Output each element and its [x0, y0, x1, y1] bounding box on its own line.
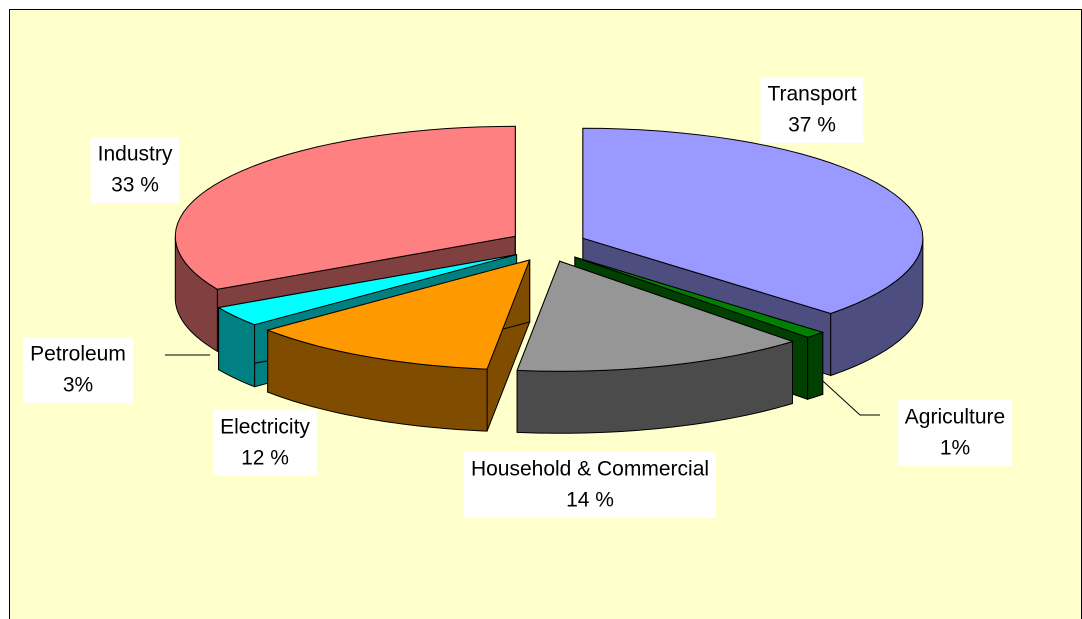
data-label-box: [213, 410, 317, 476]
category-label: Petroleum: [30, 343, 126, 366]
value-label: 37 %: [788, 114, 836, 137]
data-label-box: [90, 137, 180, 203]
slice-outer-side: [807, 331, 824, 400]
category-label: Industry: [98, 143, 173, 166]
slice: [516, 260, 795, 434]
data-label-box: [760, 77, 864, 143]
data-label: Industry 33 %: [90, 137, 180, 203]
data-label: Agriculture 1%: [897, 400, 1013, 466]
slice-top: [516, 260, 795, 372]
data-label: Transport 37 %: [760, 77, 864, 143]
slice-top: [582, 127, 924, 315]
slice-top: [266, 259, 531, 370]
data-label-box: [897, 400, 1013, 466]
value-label: 1%: [940, 437, 970, 460]
value-label: 14 %: [566, 489, 614, 512]
value-label: 33 %: [111, 174, 159, 197]
category-label: Electricity: [220, 416, 310, 439]
data-label-box: [23, 337, 133, 403]
value-label: 12 %: [241, 447, 289, 470]
value-label: 3%: [63, 374, 93, 397]
category-label: Transport: [767, 83, 856, 106]
data-label-box: [463, 452, 717, 518]
slice: [266, 259, 531, 432]
slice-top: [217, 254, 517, 326]
data-label: Household & Commercial 14 %: [463, 452, 717, 518]
slice-top: [174, 125, 516, 290]
category-label: Agriculture: [905, 406, 1005, 429]
data-label: Petroleum 3%: [23, 337, 133, 403]
slice-top: [574, 256, 825, 338]
leader-line: [812, 371, 880, 416]
category-label: Household & Commercial: [471, 458, 709, 481]
data-label: Electricity 12 %: [213, 410, 317, 476]
